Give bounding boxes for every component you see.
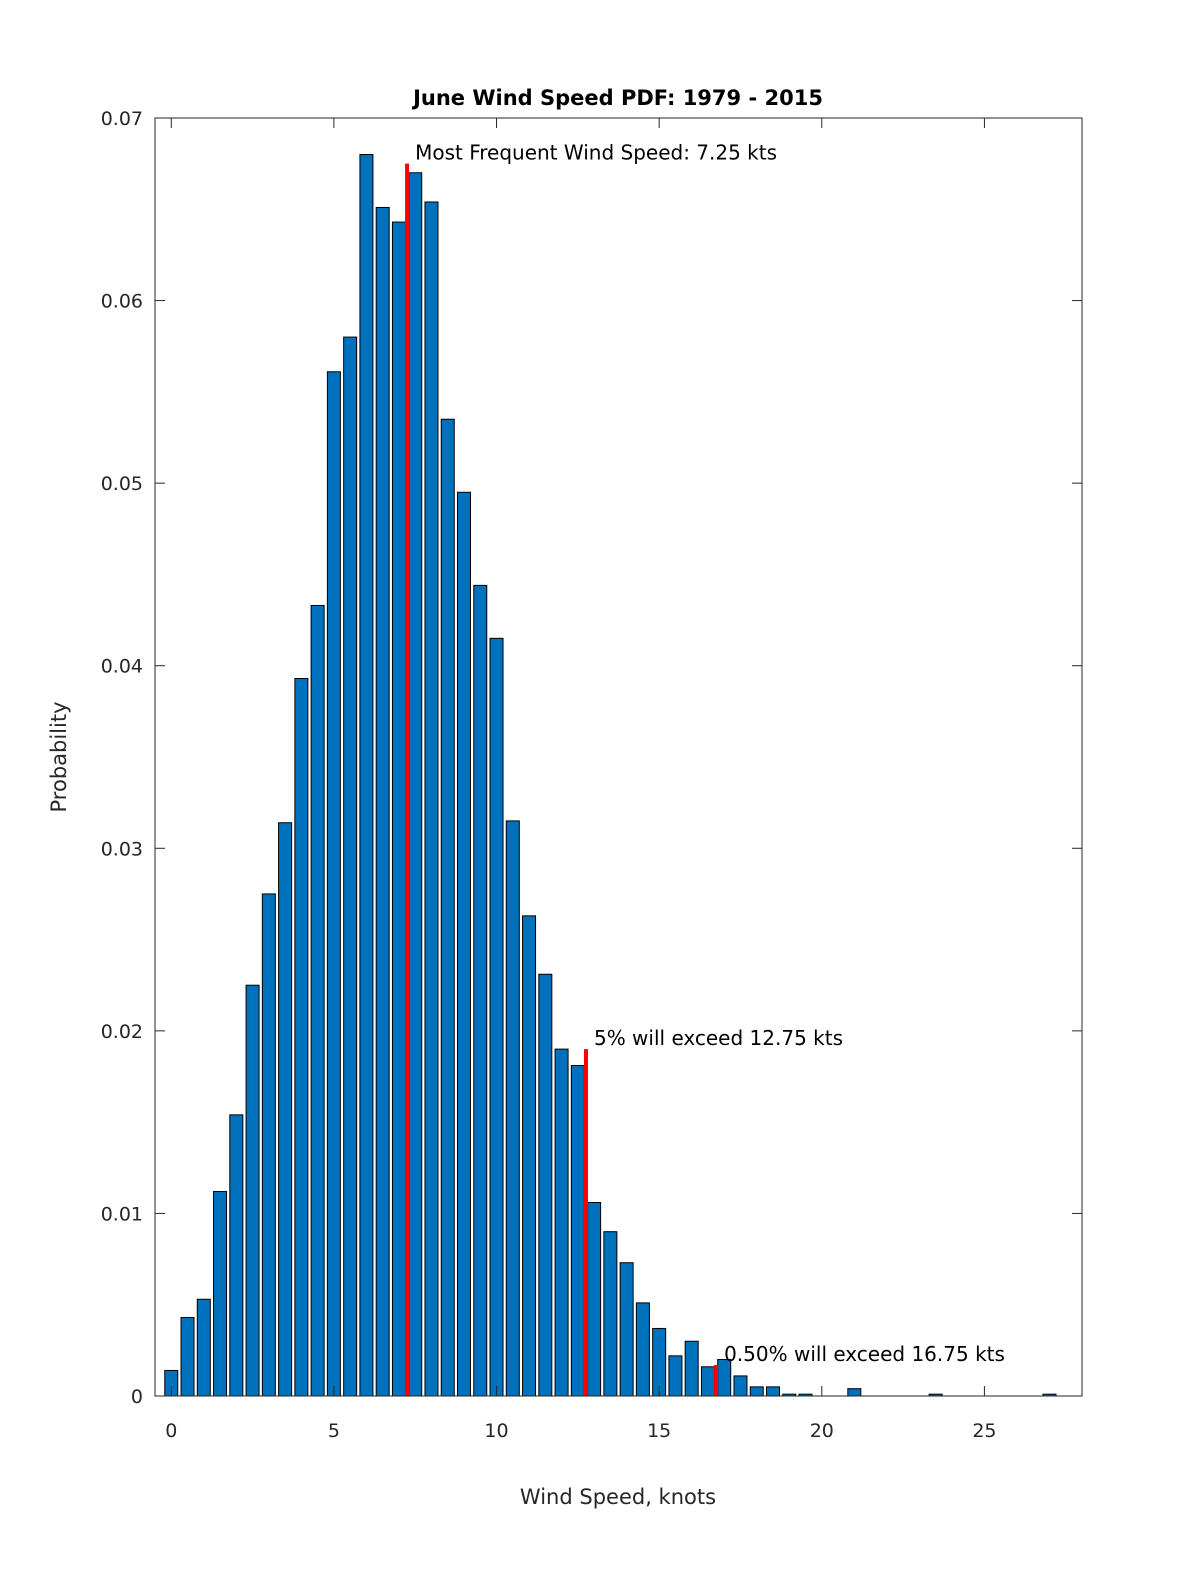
- axes-box: [154, 117, 1083, 1397]
- y-tick-label: 0.03: [101, 838, 143, 860]
- y-axis-label: Probability: [47, 701, 71, 812]
- ticks: 0 5 10 15 20 25 0 0.01 0.02 0.03 0.04 0.05 0.06 0.07: [101, 108, 1082, 1442]
- bar: [570, 1065, 585, 1397]
- bar: [343, 336, 358, 1397]
- y-tick-label: 0: [131, 1386, 143, 1408]
- y-tick-label: 0.05: [101, 473, 143, 495]
- bar: [359, 154, 374, 1397]
- bar: [554, 1048, 569, 1397]
- chart-title: June Wind Speed PDF: 1979 - 2015: [411, 86, 823, 110]
- x-tick-label: 0: [165, 1420, 177, 1442]
- bar: [440, 418, 455, 1397]
- marker-label: 0.50% will exceed 16.75 kts: [724, 1342, 1005, 1366]
- y-tick-label: 0.07: [101, 108, 143, 130]
- bar: [749, 1386, 764, 1397]
- bar: [408, 172, 423, 1397]
- x-tick-label: 25: [972, 1420, 996, 1442]
- x-axis-label: Wind Speed, knots: [520, 1485, 716, 1509]
- y-tick-label: 0.02: [101, 1021, 143, 1043]
- x-tick-label: 5: [328, 1420, 340, 1442]
- bar: [619, 1262, 634, 1397]
- bar: [473, 584, 488, 1397]
- bar: [587, 1201, 602, 1397]
- bar: [180, 1316, 195, 1397]
- bar: [700, 1366, 715, 1397]
- marker-label: Most Frequent Wind Speed: 7.25 kts: [415, 141, 777, 165]
- x-tick-label: 15: [647, 1420, 671, 1442]
- bar: [538, 973, 553, 1397]
- bar: [261, 893, 276, 1397]
- bar: [765, 1386, 781, 1397]
- bar: [278, 822, 293, 1397]
- bar: [489, 637, 504, 1397]
- bar: [522, 915, 537, 1397]
- x-tick-label: 10: [484, 1420, 508, 1442]
- y-tick-label: 0.06: [101, 291, 143, 313]
- bar: [603, 1231, 618, 1397]
- bar: [505, 820, 520, 1397]
- bar: [456, 491, 472, 1397]
- markers: Most Frequent Wind Speed: 7.25 kts 5% wil…: [405, 141, 1005, 1396]
- bar: [391, 221, 406, 1397]
- marker-label: 5% will exceed 12.75 kts: [594, 1026, 843, 1050]
- bar: [294, 677, 309, 1397]
- bar: [326, 371, 341, 1397]
- bar: [424, 201, 439, 1397]
- bars: [164, 154, 1057, 1397]
- bar: [196, 1298, 211, 1397]
- bar: [733, 1375, 748, 1397]
- bar: [684, 1340, 699, 1397]
- bar: [847, 1388, 862, 1397]
- bar: [652, 1327, 667, 1397]
- bar: [635, 1302, 650, 1397]
- bar: [310, 604, 325, 1397]
- bar: [245, 984, 260, 1397]
- y-tick-label: 0.01: [101, 1203, 143, 1225]
- bar: [375, 206, 390, 1397]
- bar: [668, 1355, 683, 1397]
- x-tick-label: 20: [810, 1420, 834, 1442]
- bar: [213, 1191, 228, 1397]
- y-tick-label: 0.04: [101, 656, 143, 678]
- bar: [229, 1114, 244, 1397]
